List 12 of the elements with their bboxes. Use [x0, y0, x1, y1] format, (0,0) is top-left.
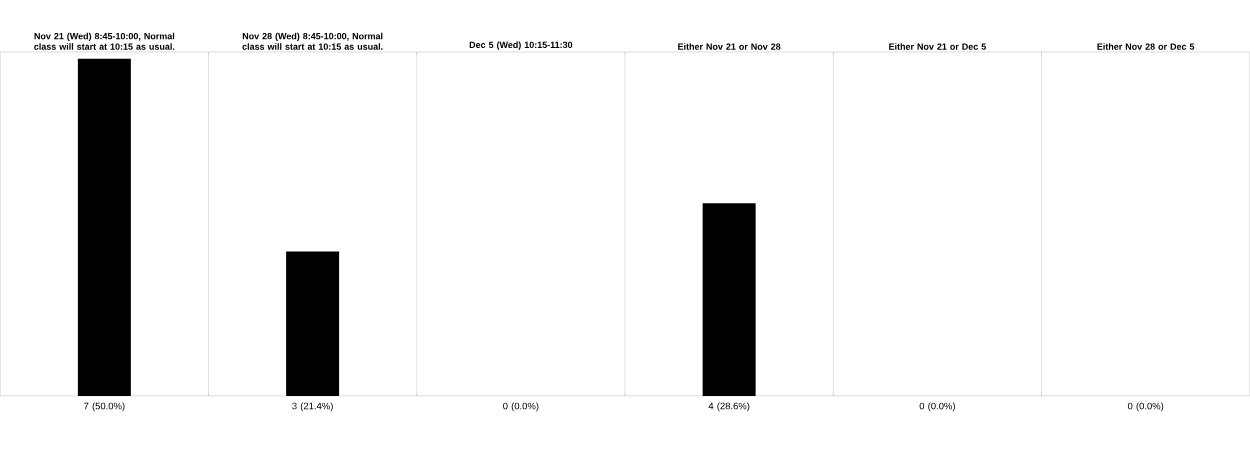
x-tick-label: Either Nov 21 or Dec 5: [889, 43, 986, 50]
data-label: 4 (28.6%): [708, 402, 750, 412]
data-label: 0 (0.0%): [919, 402, 955, 412]
x-tick-label: Either Nov 28 or Dec 5: [1097, 43, 1195, 50]
data-label: 3 (21.4%): [292, 402, 333, 412]
x-tick-label: Nov 21 (Wed) 8:45-10:00, Normal class will start at 10:15 as usual.: [34, 32, 175, 50]
data-label: 0 (0.0%): [503, 402, 539, 412]
x-tick-label: Nov 28 (Wed) 8:45-10:00, Normal class will start at 10:15 as usual.: [242, 32, 383, 50]
x-tick-label: Dec 5 (Wed) 10:15-11:30: [469, 41, 573, 50]
data-label: 0 (0.0%): [1127, 402, 1164, 412]
data-label: 7 (50.0%): [84, 402, 125, 412]
x-tick-label: Either Nov 21 or Nov 28: [678, 43, 781, 50]
